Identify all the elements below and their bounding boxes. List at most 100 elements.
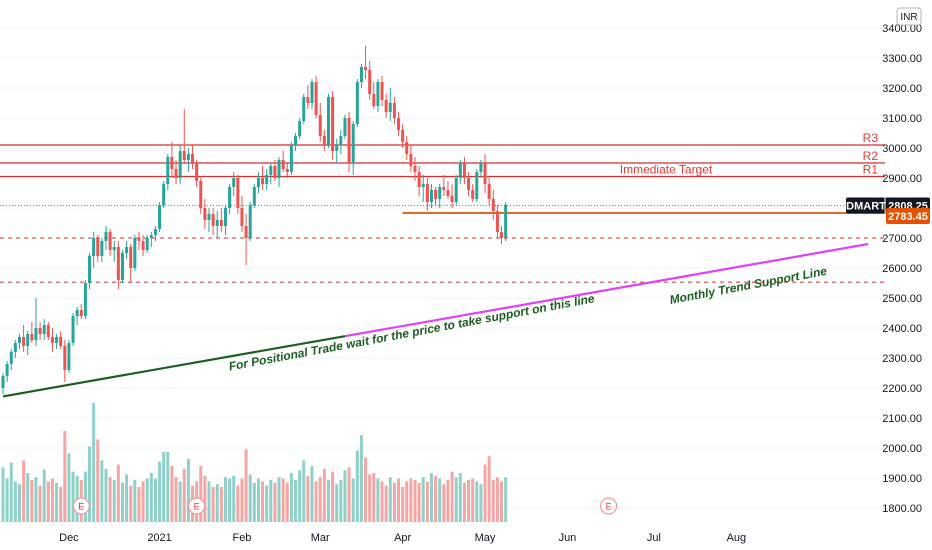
- support-price-label: 2783.45: [888, 211, 928, 223]
- volume-bar: [376, 478, 380, 522]
- volume-bar: [347, 467, 351, 522]
- volume-bar: [285, 482, 289, 522]
- time-tick-label: Jun: [559, 532, 577, 544]
- volume-bar: [92, 403, 96, 522]
- volume-bar: [5, 478, 9, 522]
- support-price-badge: [886, 207, 930, 224]
- volume-bar: [392, 482, 396, 522]
- candle-body: [129, 247, 133, 268]
- volume-bar: [331, 471, 335, 522]
- volume-bar: [108, 477, 112, 522]
- volume-bar: [314, 481, 318, 522]
- volume-bar: [364, 457, 368, 522]
- candle-body: [252, 187, 256, 205]
- volume-bar: [67, 453, 71, 522]
- volume-bar: [368, 474, 372, 522]
- candle-body: [347, 118, 351, 163]
- candle-body: [182, 151, 186, 160]
- volume-bar: [42, 469, 46, 522]
- price-tick-label: 2500.00: [882, 293, 922, 305]
- price-axis[interactable]: 1800.00 1900.00 2000.00 2100.00 2200.00 2300.…: [882, 23, 922, 515]
- candle-body: [17, 337, 21, 343]
- volume-bar: [495, 477, 499, 522]
- positional-trade-note: For Positional Trade wait for the price …: [228, 291, 596, 373]
- candle-body: [442, 187, 446, 190]
- volume-bar: [162, 452, 166, 522]
- candle-body: [256, 178, 260, 187]
- candle-body: [351, 124, 355, 163]
- volume-bar: [372, 473, 376, 522]
- volume-bar: [409, 478, 413, 522]
- time-tick-label: Dec: [59, 532, 79, 544]
- candle-body: [34, 328, 38, 340]
- volume-bar: [458, 473, 462, 522]
- volume-bar: [13, 481, 17, 522]
- candle-body: [491, 199, 495, 211]
- volume-bar: [417, 482, 421, 522]
- volume-bar: [228, 478, 232, 522]
- earnings-marker[interactable]: [600, 497, 618, 515]
- candle-body: [359, 67, 363, 82]
- volume-bar: [397, 478, 401, 522]
- candle-body: [471, 190, 475, 199]
- earnings-marker[interactable]: [72, 497, 90, 515]
- volume-bar: [174, 477, 178, 522]
- volume-bar: [207, 481, 211, 522]
- candle-body: [211, 214, 215, 226]
- volume-bar: [261, 481, 265, 522]
- volume-bar: [63, 431, 67, 522]
- volume-bar: [446, 480, 450, 522]
- price-tick-label: 2600.00: [882, 263, 922, 275]
- volume-bar: [100, 460, 104, 522]
- candle-body: [339, 136, 343, 145]
- volume-bar: [145, 478, 149, 522]
- volume-bar: [351, 478, 355, 522]
- candle-body: [380, 82, 384, 100]
- volume-bar: [256, 478, 260, 522]
- time-axis[interactable]: Dec 2021 Feb Mar Apr May Jun Jul Aug E E E: [59, 497, 746, 544]
- candle-body: [42, 325, 46, 334]
- symbol-label: DMART: [846, 201, 886, 213]
- time-tick-label: Feb: [232, 532, 251, 544]
- volume-bar: [269, 480, 273, 522]
- volume-bar: [244, 449, 248, 522]
- candle-body: [203, 208, 207, 220]
- candle-body: [137, 238, 141, 241]
- candle-body: [67, 343, 71, 370]
- candle-body: [240, 208, 244, 226]
- volume-bar: [289, 473, 293, 522]
- volume-bar: [215, 484, 219, 522]
- candle-body: [153, 229, 157, 235]
- candle-body: [13, 343, 17, 352]
- volume-bar: [318, 477, 322, 522]
- candle-body: [166, 157, 170, 184]
- volume-bar: [236, 485, 240, 522]
- candle-body: [483, 163, 487, 184]
- earnings-marker[interactable]: [188, 497, 206, 515]
- candle-body: [50, 337, 54, 343]
- price-tick-label: 2200.00: [882, 383, 922, 395]
- candle-body: [195, 163, 199, 181]
- earnings-marker-label: E: [606, 502, 612, 512]
- volume-bar: [232, 475, 236, 522]
- currency-badge[interactable]: INR: [896, 7, 922, 26]
- candle-body: [133, 238, 137, 268]
- volume-bar: [137, 487, 141, 522]
- time-tick-label: 2021: [147, 532, 171, 544]
- candle-body: [248, 205, 252, 238]
- candle-body: [392, 103, 396, 118]
- volume-bar: [252, 482, 256, 522]
- volume-bar: [170, 466, 174, 522]
- volume-bar: [203, 475, 207, 522]
- volume-bar: [71, 471, 75, 522]
- candle-body: [207, 214, 211, 220]
- candle-body: [277, 160, 281, 178]
- time-tick-label: Apr: [394, 532, 411, 544]
- volume-bar: [450, 471, 454, 522]
- candle-body: [413, 166, 417, 172]
- candle-body: [55, 337, 59, 343]
- candle-body: [170, 157, 174, 169]
- candle-body: [149, 235, 153, 238]
